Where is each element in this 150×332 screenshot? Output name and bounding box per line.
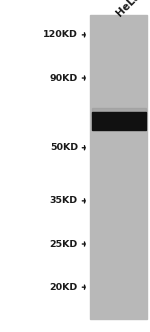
Bar [92,112,146,130]
Text: 50KD: 50KD [50,143,78,152]
Text: 25KD: 25KD [50,239,78,249]
Bar [90,15,147,319]
Text: 90KD: 90KD [50,73,78,83]
Text: 120KD: 120KD [43,30,78,40]
Text: 20KD: 20KD [50,283,78,292]
Bar [92,108,146,116]
Text: 35KD: 35KD [50,196,78,206]
Text: HeLa: HeLa [114,0,142,18]
